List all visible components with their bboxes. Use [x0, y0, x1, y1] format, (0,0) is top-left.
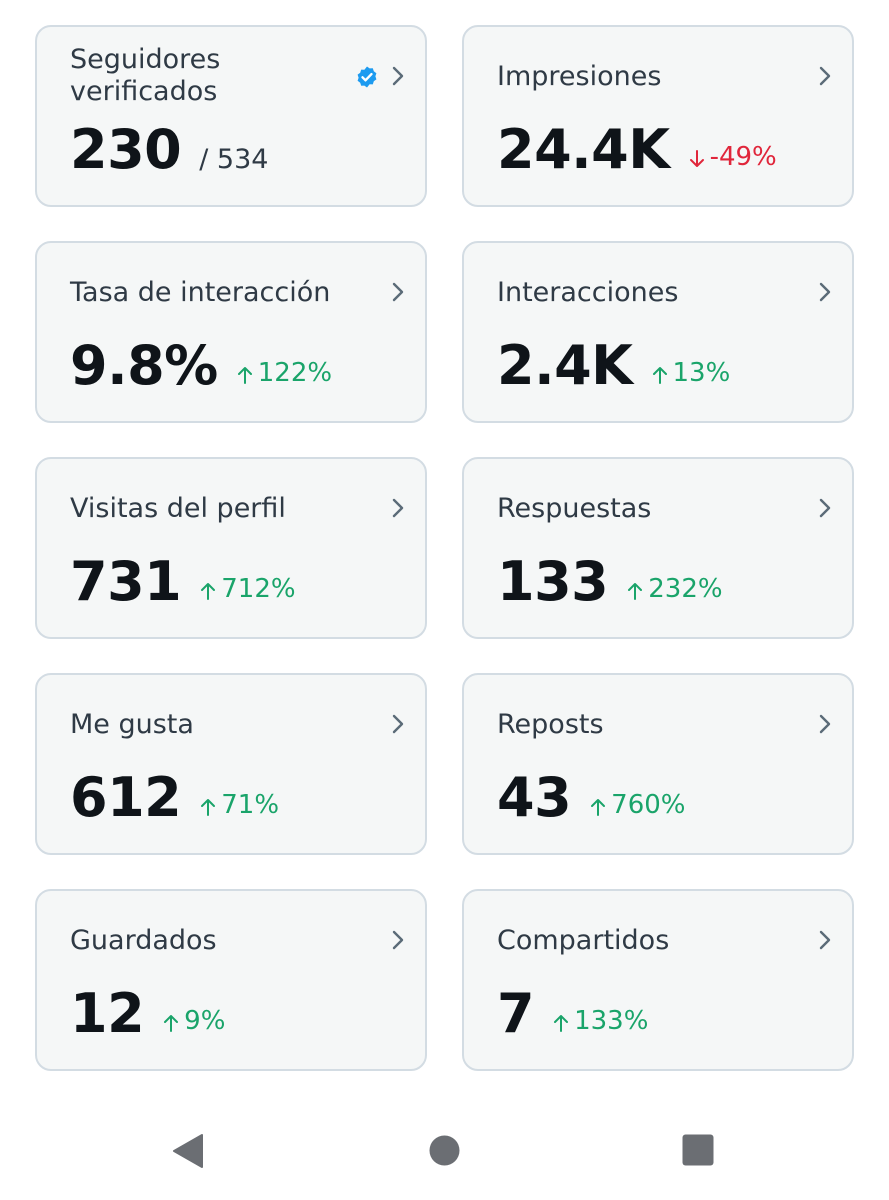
change-indicator: -49%	[688, 142, 777, 172]
change-percent: 13%	[672, 358, 731, 388]
chevron-right-icon	[392, 66, 404, 86]
arrow-up-icon	[554, 1015, 569, 1032]
system-navigation-bar	[0, 1105, 889, 1200]
metric-value: 43	[497, 766, 572, 829]
chevron-right-icon	[392, 714, 404, 734]
change-percent: 232%	[648, 574, 723, 604]
chevron-right-icon	[819, 282, 831, 302]
card-title: Tasa de interacción	[70, 277, 331, 308]
metric-value: 731	[70, 550, 182, 613]
change-indicator: 133%	[552, 1006, 648, 1036]
chevron-right-icon	[392, 282, 404, 302]
metric-value: 230	[70, 118, 182, 181]
metric-value: 9.8%	[70, 334, 218, 397]
card-title: Compartidos	[497, 925, 670, 956]
arrow-up-icon	[237, 367, 252, 384]
arrow-up-icon	[164, 1015, 179, 1032]
change-indicator: 122%	[236, 358, 332, 388]
value-row: 12 9%	[70, 983, 225, 1045]
card-interacciones[interactable]: Interacciones 2.4K 13%	[462, 241, 854, 423]
card-me-gusta[interactable]: Me gusta 612 71%	[35, 673, 427, 855]
value-row: 7 133%	[497, 983, 648, 1045]
card-title: Me gusta	[70, 709, 194, 740]
value-row: 731 712%	[70, 551, 296, 613]
value-row: 230 / 534	[70, 119, 268, 181]
change-percent: 760%	[611, 790, 686, 820]
value-row: 612 71%	[70, 767, 279, 829]
card-title: Respuestas	[497, 493, 652, 524]
chevron-right-icon	[392, 930, 404, 950]
value-row: 24.4K -49%	[497, 119, 777, 181]
chevron-right-icon	[392, 498, 404, 518]
change-indicator: 9%	[162, 1006, 225, 1036]
change-percent: 133%	[574, 1006, 649, 1036]
card-seguidores-verificados[interactable]: Seguidores verificados 230 / 534	[35, 25, 427, 207]
value-row: 2.4K 13%	[497, 335, 730, 397]
metrics-grid: Seguidores verificados 230 / 534 Impresi…	[35, 25, 854, 1071]
arrow-up-icon	[628, 583, 643, 600]
change-indicator: 71%	[199, 790, 279, 820]
metric-total: / 534	[199, 144, 269, 175]
card-respuestas[interactable]: Respuestas 133 232%	[462, 457, 854, 639]
change-percent: -49%	[709, 142, 777, 172]
card-title: Reposts	[497, 709, 604, 740]
arrow-up-icon	[652, 367, 667, 384]
card-tasa-de-interaccion[interactable]: Tasa de interacción 9.8% 122%	[35, 241, 427, 423]
card-title: Interacciones	[497, 277, 679, 308]
value-row: 43 760%	[497, 767, 686, 829]
change-percent: 71%	[221, 790, 280, 820]
change-percent: 9%	[184, 1006, 226, 1036]
metric-value: 2.4K	[497, 334, 633, 397]
arrow-down-icon	[689, 150, 704, 167]
arrow-up-icon	[201, 799, 216, 816]
metric-value: 24.4K	[497, 118, 670, 181]
metric-value: 612	[70, 766, 182, 829]
change-indicator: 232%	[626, 574, 723, 604]
change-indicator: 712%	[199, 574, 296, 604]
chevron-right-icon	[819, 714, 831, 734]
card-guardados[interactable]: Guardados 12 9%	[35, 889, 427, 1071]
chevron-right-icon	[819, 930, 831, 950]
card-reposts[interactable]: Reposts 43 760%	[462, 673, 854, 855]
card-impresiones[interactable]: Impresiones 24.4K -49%	[462, 25, 854, 207]
change-indicator: 760%	[589, 790, 686, 820]
metric-value: 133	[497, 550, 609, 613]
card-compartidos[interactable]: Compartidos 7 133%	[462, 889, 854, 1071]
home-circle-icon[interactable]	[429, 1135, 460, 1166]
card-title: Seguidores verificados	[70, 44, 221, 107]
change-indicator: 13%	[651, 358, 731, 388]
value-row: 133 232%	[497, 551, 723, 613]
change-percent: 122%	[257, 358, 333, 388]
chevron-right-icon	[819, 498, 831, 518]
recents-square-icon[interactable]	[682, 1134, 714, 1166]
card-visitas-del-perfil[interactable]: Visitas del perfil 731 712%	[35, 457, 427, 639]
arrow-up-icon	[201, 583, 216, 600]
back-triangle-icon[interactable]	[172, 1133, 204, 1169]
card-title: Impresiones	[497, 61, 662, 92]
value-row: 9.8% 122%	[70, 335, 332, 397]
chevron-right-icon	[819, 66, 831, 86]
change-percent: 712%	[221, 574, 296, 604]
metric-value: 12	[70, 982, 145, 1045]
card-title: Visitas del perfil	[70, 493, 286, 524]
verified-badge-icon	[357, 66, 377, 88]
metric-value: 7	[497, 982, 535, 1045]
arrow-up-icon	[591, 799, 606, 816]
card-title: Guardados	[70, 925, 217, 956]
